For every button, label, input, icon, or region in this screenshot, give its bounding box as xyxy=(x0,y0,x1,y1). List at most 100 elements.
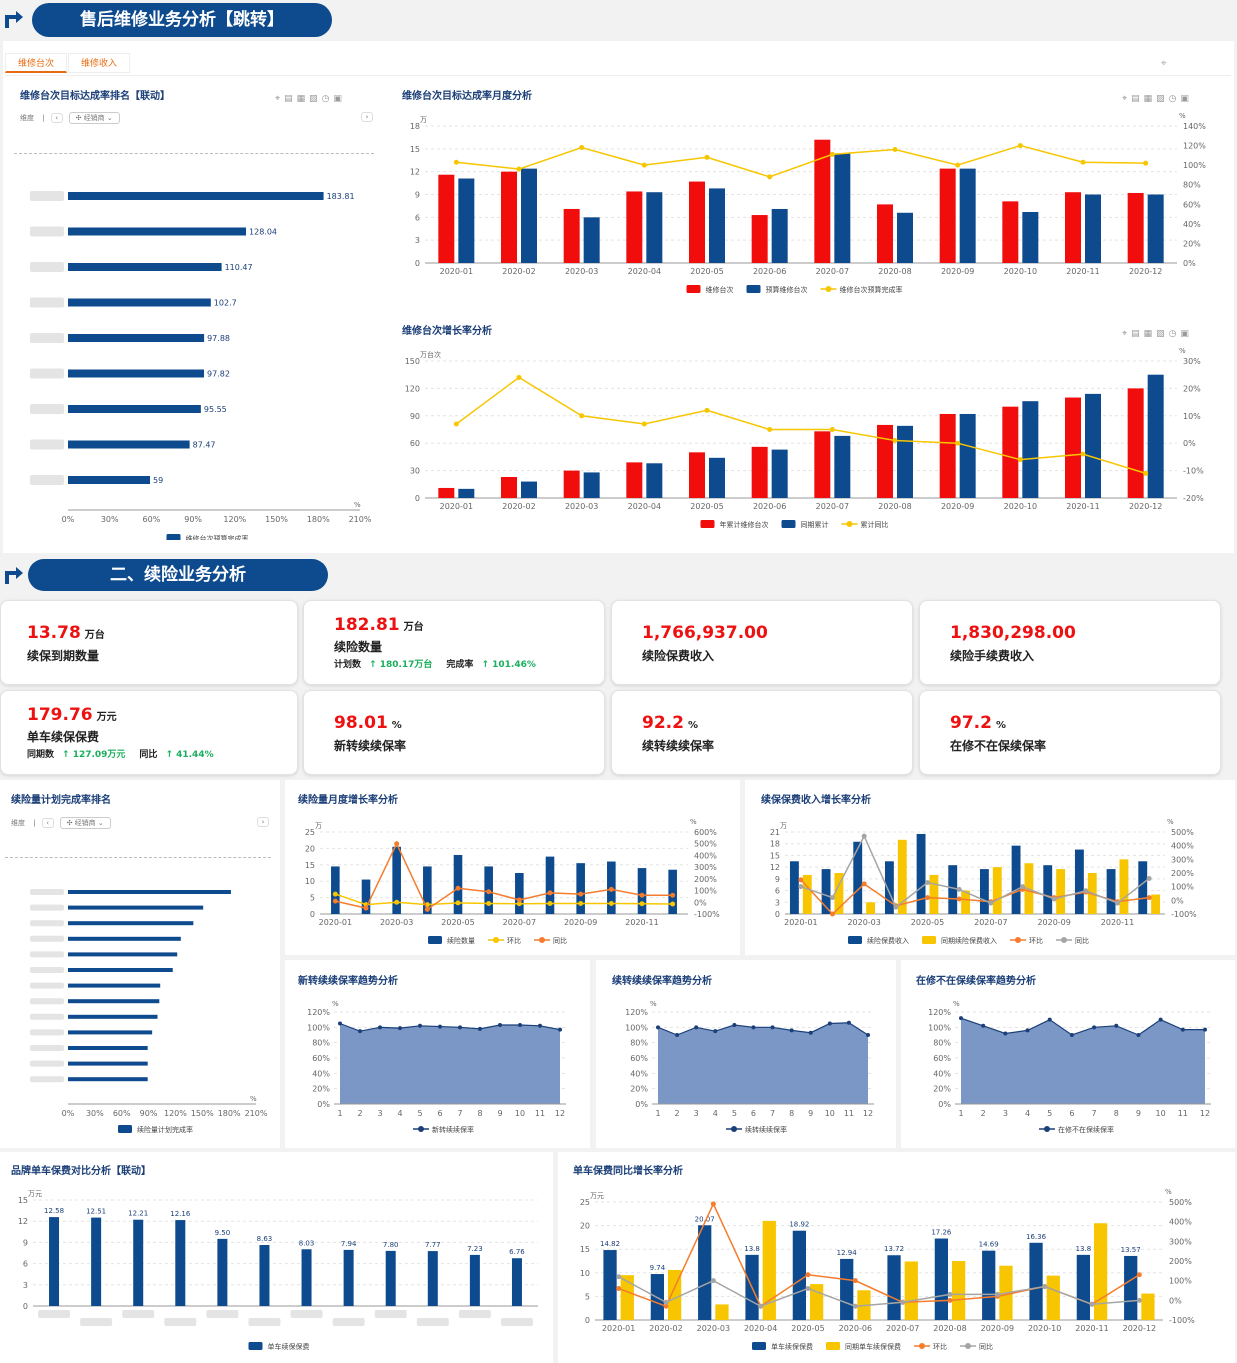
x-tick-label: 2 xyxy=(357,1109,362,1118)
line-point xyxy=(516,897,522,903)
line-point xyxy=(798,884,804,890)
line-point xyxy=(1143,160,1149,166)
x-tick-label: 2020-04 xyxy=(628,267,661,276)
line-point xyxy=(498,1023,502,1028)
bar-blue xyxy=(511,1258,522,1306)
bar-yellow xyxy=(929,874,939,914)
blurred-brand-name xyxy=(38,1310,71,1318)
x-unit-label: % xyxy=(354,501,361,509)
dealer-dropdown[interactable]: ✣ 经销商 ⌄ xyxy=(68,112,120,124)
bar-yellow xyxy=(1151,894,1161,914)
line-point xyxy=(332,898,338,904)
chart-toolbar-icon[interactable]: ⌖▤▦▨◷▣ xyxy=(275,94,346,104)
y-tick-label: 0 xyxy=(415,259,420,268)
chart-toolbar-icon[interactable]: ⌖▤▦▨◷▣ xyxy=(1122,94,1193,104)
line-yellow xyxy=(455,376,1146,475)
bar-blue xyxy=(821,869,831,914)
dimension-control[interactable]: 维度 | ‹ ✣ 经销商 ⌄ xyxy=(11,817,111,829)
line-gray xyxy=(618,1276,1140,1308)
blurred-dealer-name xyxy=(30,1013,64,1020)
bar-red xyxy=(1065,192,1081,263)
line-point xyxy=(579,145,585,151)
dealer-dropdown[interactable]: ✣ 经销商 ⌄ xyxy=(59,817,111,829)
x-tick-label: 2020-11 xyxy=(1101,918,1134,927)
chart-c5: 0 5 10 15 20 25万 -100% 0% 100% 200% 300% 400% 500% 60… xyxy=(305,818,720,945)
y-tick-label: 5 xyxy=(585,1292,590,1301)
y-tick-label: 6 xyxy=(415,213,420,222)
blurred-brand-name xyxy=(374,1310,407,1318)
y-unit-label: 万 xyxy=(780,822,787,830)
y-tick-label: 60% xyxy=(933,1054,951,1063)
legend-label: 环比 xyxy=(1029,936,1043,945)
line-point xyxy=(1003,1031,1008,1036)
x-tick-label: 2020-12 xyxy=(1129,267,1162,276)
chart-toolbar-icon[interactable]: ⌖▤▦▨◷▣ xyxy=(1122,329,1193,339)
x-tick-label: 4 xyxy=(397,1109,402,1118)
bar-blue xyxy=(1076,1254,1090,1320)
crosshair-icon[interactable]: ⌖ xyxy=(1161,58,1167,69)
line-point xyxy=(710,1278,716,1284)
bar-blue xyxy=(1022,401,1039,498)
y-tick-label: 120% xyxy=(928,1008,951,1017)
bar-yellow xyxy=(904,1261,918,1320)
y2-tick-label: 200% xyxy=(1169,1257,1192,1266)
line-point xyxy=(641,421,647,427)
area-fill xyxy=(961,1018,1205,1104)
x-tick-label: 2020-03 xyxy=(565,267,598,276)
legend-swatch xyxy=(1061,937,1067,943)
legend-swatch xyxy=(746,285,761,293)
line-point xyxy=(955,162,961,168)
tab-repair-income[interactable]: 维修收入 xyxy=(68,53,130,73)
bar-blue xyxy=(709,188,725,263)
line-point xyxy=(981,1023,986,1028)
legend-swatch xyxy=(1015,937,1021,943)
bar-blue xyxy=(68,936,181,941)
y-tick-label: 9 xyxy=(415,191,420,200)
x-tick-label: 2020-03 xyxy=(847,918,880,927)
line-point xyxy=(547,900,553,906)
y2-tick-label: -20% xyxy=(1183,494,1204,503)
line-point xyxy=(486,889,492,895)
x-tick-label: 2020-11 xyxy=(1066,502,1099,511)
y-tick-label: 60% xyxy=(312,1054,330,1063)
line-point xyxy=(1180,1027,1185,1032)
y-unit-label: % xyxy=(332,1000,339,1008)
bar-blue xyxy=(68,921,194,926)
bar-blue xyxy=(789,861,799,914)
bar-blue xyxy=(934,1238,948,1320)
area-fill xyxy=(340,1023,560,1104)
next-arrow-icon[interactable]: › xyxy=(251,817,269,827)
tab-repair-count[interactable]: 维修台次 xyxy=(5,53,67,73)
legend-label: 同比 xyxy=(1075,936,1089,945)
section-title-1[interactable]: 售后维修业务分析【跳转】 xyxy=(32,3,332,37)
legend-label: 续险数量 xyxy=(447,936,475,945)
kpi-card: 97.2% 在修不在保续保率 xyxy=(919,690,1221,775)
dimension-control[interactable]: 维度 | ‹ ✣ 经销商 ⌄ xyxy=(20,112,120,124)
y2-tick-label: -10% xyxy=(1183,467,1204,476)
bar-blue xyxy=(427,1251,438,1306)
x-tick-label: 3 xyxy=(694,1109,699,1118)
line-point xyxy=(641,162,647,168)
x-tick-label: 10 xyxy=(825,1109,835,1118)
bar-blue xyxy=(68,905,204,910)
x-tick-label: 2020-11 xyxy=(1075,1324,1108,1333)
x-tick-label: 210% xyxy=(245,1109,268,1118)
y-tick-label: 18 xyxy=(410,122,420,131)
data-label: 102.7 xyxy=(214,299,237,308)
blurred-dealer-name xyxy=(30,982,64,989)
line-point xyxy=(789,1028,794,1033)
y-tick-label: 120% xyxy=(625,1008,648,1017)
next-arrow-icon[interactable]: › xyxy=(355,112,373,122)
y-tick-label: 18 xyxy=(770,840,780,849)
x-tick-label: 2020-10 xyxy=(1004,502,1037,511)
x-tick-label: 60% xyxy=(113,1109,131,1118)
x-tick-label: 6 xyxy=(1069,1109,1074,1118)
legend-label: 预算维修台次 xyxy=(766,285,808,294)
data-label: 8.63 xyxy=(257,1235,273,1243)
blurred-brand-name xyxy=(500,1318,533,1326)
x-tick-label: 2020-08 xyxy=(878,502,911,511)
legend-label: 单车续保保费 xyxy=(771,1342,813,1351)
bar-red xyxy=(501,171,517,263)
line-point xyxy=(959,1016,963,1021)
x-tick-label: 9 xyxy=(1136,1109,1141,1118)
